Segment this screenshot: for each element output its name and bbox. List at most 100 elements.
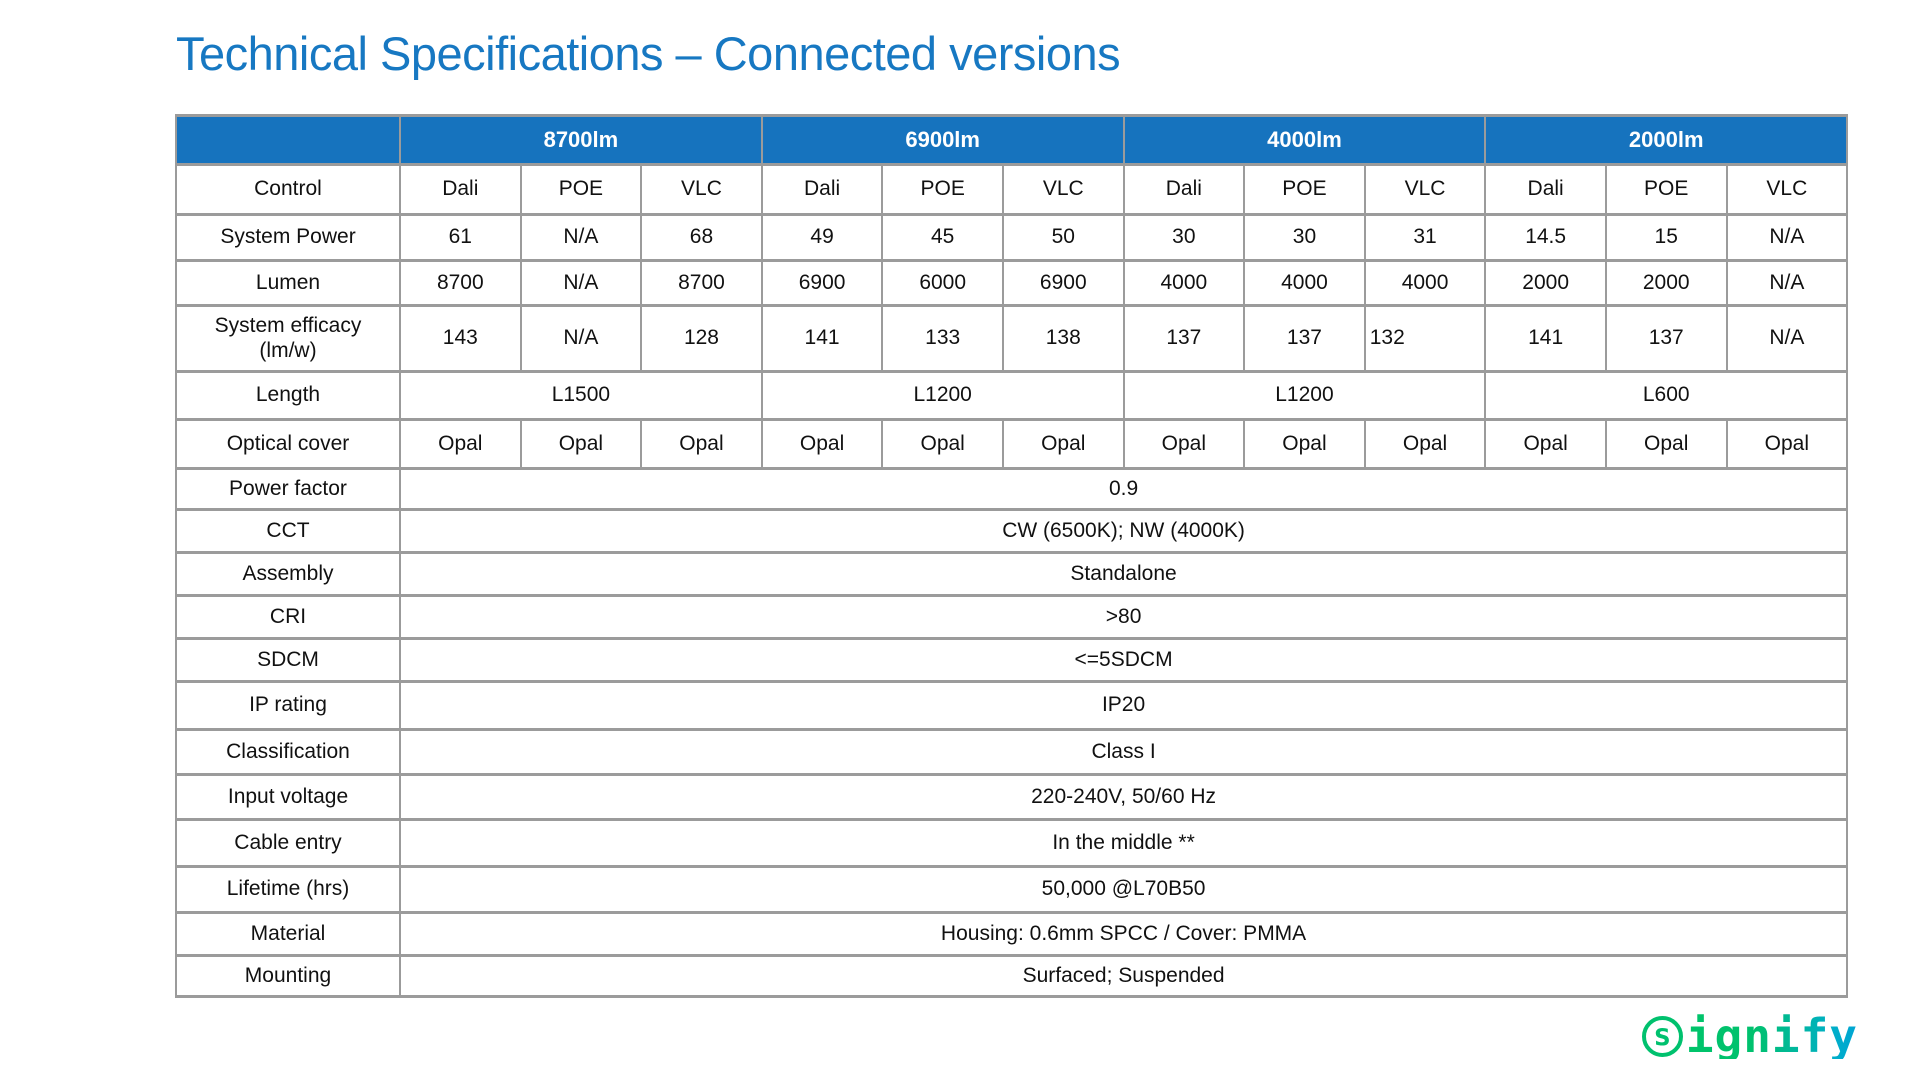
table-cell: Opal	[519, 418, 643, 470]
cri-row: CRI >80	[175, 594, 1849, 640]
table-cell: IP20	[398, 680, 1849, 731]
table-cell: 138	[1001, 304, 1125, 373]
table-cell: VLC	[640, 163, 763, 216]
table-cell: 49	[760, 213, 884, 262]
row-label-system-power: System Power	[175, 213, 401, 262]
table-cell: 128	[640, 304, 763, 373]
table-cell: <=5SDCM	[398, 637, 1849, 683]
table-cell: Dali	[1122, 163, 1246, 216]
row-label-cri: CRI	[175, 594, 401, 640]
table-cell: 8700	[399, 259, 522, 307]
row-label-efficacy: System efficacy (lm/w)	[175, 304, 401, 373]
row-label-material: Material	[175, 911, 401, 957]
table-corner-cell	[175, 114, 401, 166]
row-label-classification: Classification	[175, 728, 401, 776]
table-cell: 143	[399, 304, 522, 373]
row-label-cct: CCT	[175, 508, 401, 554]
table-cell: Class I	[398, 728, 1849, 776]
table-cell: Opal	[640, 418, 763, 470]
classification-row: Classification Class I	[175, 728, 1849, 776]
spec-table-container: 8700lm 6900lm 4000lm 2000lm Control Dali…	[175, 114, 1849, 998]
table-cell: 6000	[881, 259, 1004, 307]
sdcm-row: SDCM <=5SDCM	[175, 637, 1849, 683]
table-cell: Opal	[760, 418, 884, 470]
table-cell: 0.9	[398, 467, 1849, 511]
table-cell: CW (6500K); NW (4000K)	[398, 508, 1849, 554]
table-cell: Dali	[760, 163, 884, 216]
table-cell: POE	[1243, 163, 1366, 216]
table-cell: VLC	[1725, 163, 1849, 216]
row-label-optical-cover: Optical cover	[175, 418, 401, 470]
table-cell: N/A	[1725, 304, 1849, 373]
table-cell: 61	[399, 213, 522, 262]
table-cell: 132	[1363, 304, 1487, 373]
group-header-4000lm: 4000lm	[1122, 114, 1487, 166]
table-cell: 30	[1122, 213, 1246, 262]
table-cell: 2000	[1604, 259, 1728, 307]
table-cell: 50	[1001, 213, 1125, 262]
table-cell: Dali	[399, 163, 522, 216]
table-cell: N/A	[1725, 213, 1849, 262]
table-cell: 15	[1604, 213, 1728, 262]
table-cell: N/A	[519, 213, 643, 262]
table-cell: 45	[881, 213, 1004, 262]
efficacy-row: System efficacy (lm/w) 143 N/A 128 141 1…	[175, 304, 1849, 373]
row-label-assembly: Assembly	[175, 551, 401, 597]
table-cell: 4000	[1243, 259, 1366, 307]
page-title: Technical Specifications – Connected ver…	[176, 27, 1121, 80]
table-cell: 8700	[640, 259, 763, 307]
table-cell: N/A	[1725, 259, 1849, 307]
cable-entry-row: Cable entry In the middle **	[175, 818, 1849, 868]
signify-logo: s ignify	[1641, 1009, 1858, 1063]
row-label-ip-rating: IP rating	[175, 680, 401, 731]
table-cell: L600	[1484, 370, 1849, 421]
row-label-cable-entry: Cable entry	[175, 818, 401, 868]
row-label-power-factor: Power factor	[175, 467, 401, 511]
table-cell: 141	[1484, 304, 1607, 373]
row-label-input-voltage: Input voltage	[175, 773, 401, 821]
table-cell: >80	[398, 594, 1849, 640]
table-cell: Opal	[1363, 418, 1487, 470]
table-cell: 137	[1122, 304, 1246, 373]
table-cell: 50,000 @L70B50	[398, 865, 1849, 914]
table-cell: Opal	[1484, 418, 1607, 470]
length-row: Length L1500 L1200 L1200 L600	[175, 370, 1849, 421]
row-label-mounting: Mounting	[175, 954, 401, 998]
table-cell: 30	[1243, 213, 1366, 262]
table-cell: L1500	[399, 370, 763, 421]
group-header-8700lm: 8700lm	[399, 114, 763, 166]
row-label-length: Length	[175, 370, 401, 421]
table-cell: POE	[1604, 163, 1728, 216]
table-cell: 6900	[1001, 259, 1125, 307]
group-header-row: 8700lm 6900lm 4000lm 2000lm	[175, 114, 1849, 166]
table-cell: Opal	[1725, 418, 1849, 470]
table-cell: L1200	[1122, 370, 1487, 421]
table-cell: 137	[1604, 304, 1728, 373]
table-cell: L1200	[760, 370, 1125, 421]
table-cell: N/A	[519, 259, 643, 307]
table-cell: 137	[1243, 304, 1366, 373]
spec-table: 8700lm 6900lm 4000lm 2000lm Control Dali…	[175, 114, 1849, 998]
table-cell: 4000	[1122, 259, 1246, 307]
ip-rating-row: IP rating IP20	[175, 680, 1849, 731]
table-cell: N/A	[519, 304, 643, 373]
input-voltage-row: Input voltage 220-240V, 50/60 Hz	[175, 773, 1849, 821]
signify-s-circle-icon: s	[1641, 1015, 1683, 1057]
table-cell: 68	[640, 213, 763, 262]
lifetime-row: Lifetime (hrs) 50,000 @L70B50	[175, 865, 1849, 914]
system-power-row: System Power 61 N/A 68 49 45 50 30 30 31…	[175, 213, 1849, 262]
material-row: Material Housing: 0.6mm SPCC / Cover: PM…	[175, 911, 1849, 957]
table-cell: In the middle **	[398, 818, 1849, 868]
row-label-control: Control	[175, 163, 401, 216]
table-cell: Surfaced; Suspended	[398, 954, 1849, 998]
table-cell: Opal	[1001, 418, 1125, 470]
mounting-row: Mounting Surfaced; Suspended	[175, 954, 1849, 998]
signify-logo-text: ignify	[1685, 1009, 1858, 1063]
table-cell: 31	[1363, 213, 1487, 262]
table-cell: Opal	[881, 418, 1004, 470]
table-cell: 220-240V, 50/60 Hz	[398, 773, 1849, 821]
control-row: Control Dali POE VLC Dali POE VLC Dali P…	[175, 163, 1849, 216]
assembly-row: Assembly Standalone	[175, 551, 1849, 597]
group-header-6900lm: 6900lm	[760, 114, 1125, 166]
optical-cover-row: Optical cover Opal Opal Opal Opal Opal O…	[175, 418, 1849, 470]
